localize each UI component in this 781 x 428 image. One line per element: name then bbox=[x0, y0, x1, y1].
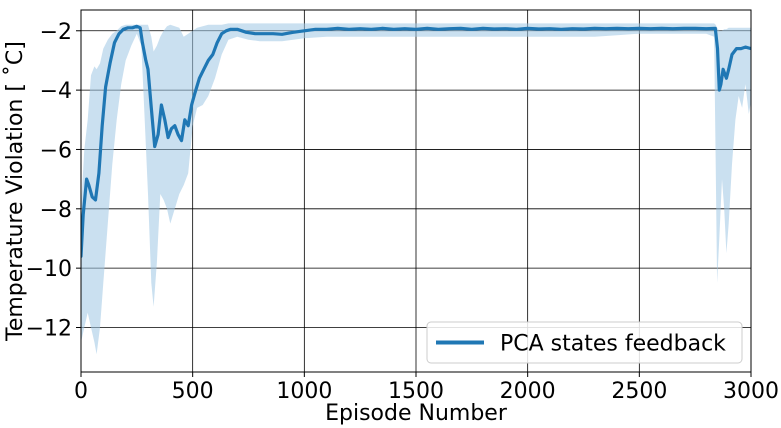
x-tick-label: 1500 bbox=[388, 379, 444, 404]
y-tick-label: −2 bbox=[40, 20, 72, 45]
confidence-band bbox=[81, 23, 751, 355]
y-axis-label: Temperature Violation [ ˚C] bbox=[3, 41, 28, 342]
x-axis-label: Episode Number bbox=[325, 401, 508, 426]
series-line bbox=[81, 24, 751, 258]
y-tick-label: −6 bbox=[40, 138, 72, 163]
y-tick-label: −8 bbox=[40, 198, 72, 223]
series-line-layer bbox=[81, 24, 751, 258]
legend-box bbox=[426, 321, 743, 364]
x-tick-label: 1000 bbox=[276, 379, 332, 404]
x-tick-label: 3000 bbox=[723, 379, 779, 404]
y-tick-label: −4 bbox=[40, 79, 72, 104]
grid-lines bbox=[80, 10, 752, 372]
x-tick-label: 500 bbox=[172, 379, 214, 404]
x-tick-label: 2500 bbox=[611, 379, 667, 404]
y-tick-label: −10 bbox=[26, 257, 72, 282]
legend-label: PCA states feedback bbox=[500, 332, 726, 357]
axis-labels: Episode Number Temperature Violation [ ˚… bbox=[3, 41, 508, 426]
x-tick-label: 2000 bbox=[500, 379, 556, 404]
x-tick-label: 0 bbox=[74, 379, 88, 404]
y-tick-label: −12 bbox=[26, 316, 72, 341]
legend: PCA states feedback bbox=[426, 321, 743, 364]
axis-ticks: 0 500 1000 1500 2000 2500 3000 −12 −10 −8 −6 −4 −2 bbox=[26, 20, 779, 404]
confidence-band-layer bbox=[81, 23, 751, 355]
